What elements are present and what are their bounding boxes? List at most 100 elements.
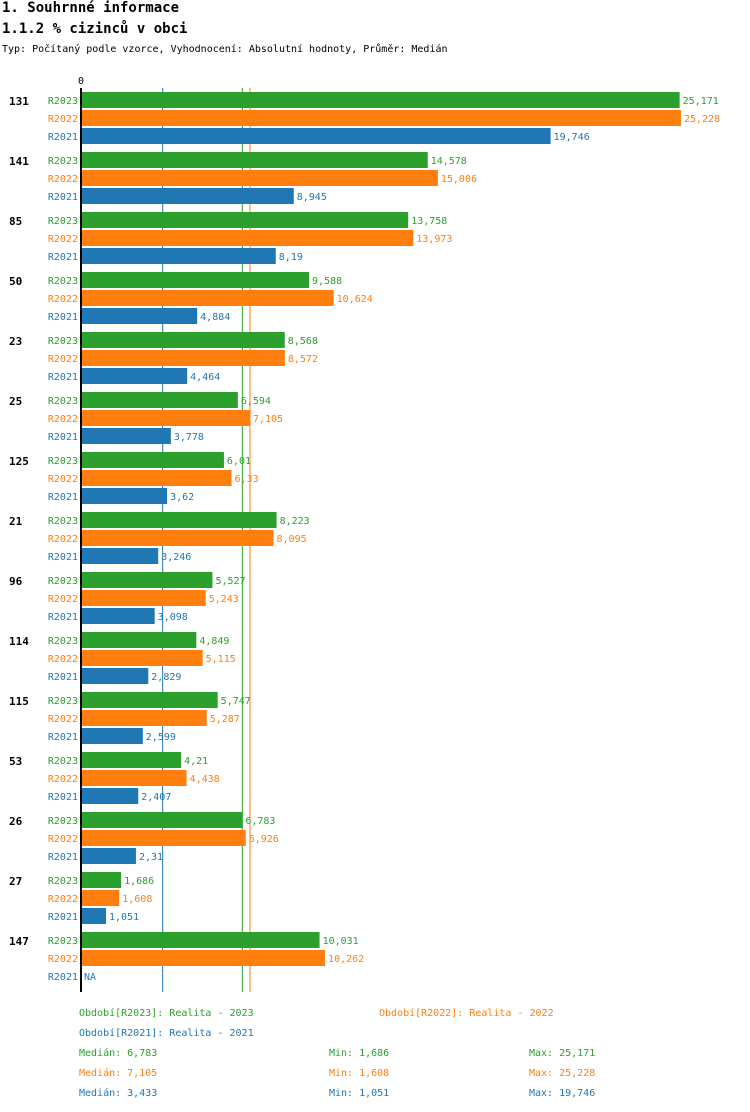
stat-max-r2023: Max: 25,171 (529, 1048, 596, 1059)
series-label: R2023 (48, 336, 78, 347)
category-label: 147 (9, 935, 29, 948)
bar (81, 230, 414, 246)
category-label: 131 (9, 95, 29, 108)
value-label: 5,287 (210, 714, 240, 725)
series-label: R2023 (48, 156, 78, 167)
series-label: R2022 (48, 894, 78, 905)
series-label: R2022 (48, 354, 78, 365)
series-label: R2021 (48, 912, 78, 923)
page-title: 1. Souhrnné informace (2, 0, 180, 16)
series-label: R2022 (48, 654, 78, 665)
category-label: 50 (9, 275, 22, 288)
series-label: R2022 (48, 414, 78, 425)
series-label: R2022 (48, 774, 78, 785)
series-label: R2021 (48, 972, 78, 983)
bar (81, 332, 285, 348)
value-label: 2,829 (151, 672, 181, 683)
value-label: 5,243 (209, 594, 239, 605)
series-label: R2021 (48, 852, 78, 863)
stat-median-r2022: Medián: 7,105 (79, 1068, 158, 1079)
series-label: R2023 (48, 516, 78, 527)
value-label: 8,572 (288, 354, 318, 365)
bar (81, 728, 143, 744)
series-label: R2023 (48, 276, 78, 287)
value-label: 5,747 (221, 696, 251, 707)
value-label: 3,098 (158, 612, 188, 623)
bar (81, 152, 428, 168)
bar (81, 368, 188, 384)
series-label: R2022 (48, 954, 78, 965)
value-label: 6,594 (241, 396, 271, 407)
category-label: 125 (9, 455, 29, 468)
bar (81, 428, 171, 444)
category-label: 96 (9, 575, 23, 588)
series-label: R2021 (48, 252, 78, 263)
value-label: 10,624 (337, 294, 373, 305)
value-label: 6,33 (235, 474, 259, 485)
stat-median-r2023: Medián: 6,783 (79, 1048, 158, 1059)
value-label: 6,783 (245, 816, 275, 827)
value-label: 1,051 (109, 912, 139, 923)
bar (81, 890, 120, 906)
series-label: R2021 (48, 672, 78, 683)
bar (81, 608, 155, 624)
bar (81, 272, 310, 288)
bar (81, 788, 139, 804)
series-label: R2023 (48, 396, 78, 407)
value-label: 6,926 (249, 834, 279, 845)
stat-min-r2021: Min: 1,051 (329, 1088, 390, 1099)
value-label: 8,223 (280, 516, 310, 527)
bar (81, 932, 320, 948)
series-label: R2022 (48, 834, 78, 845)
bar (81, 950, 326, 966)
value-label: 13,973 (416, 234, 452, 245)
bar (81, 248, 276, 264)
bar (81, 692, 218, 708)
value-label: 10,262 (328, 954, 364, 965)
value-label: 25,228 (684, 114, 720, 125)
bar (81, 908, 106, 924)
bar (81, 290, 334, 306)
value-label: 3,778 (174, 432, 204, 443)
series-label: R2023 (48, 216, 78, 227)
series-label: R2022 (48, 714, 78, 725)
category-label: 23 (9, 335, 22, 348)
bar (81, 392, 238, 408)
stat-median-r2021: Medián: 3,433 (79, 1088, 158, 1099)
bar (81, 170, 438, 186)
series-label: R2021 (48, 192, 78, 203)
bar (81, 668, 149, 684)
value-label: 2,31 (139, 852, 163, 863)
bar (81, 752, 182, 768)
bar (81, 812, 243, 828)
value-label: 1,686 (124, 876, 154, 887)
series-label: R2023 (48, 876, 78, 887)
value-label: 8,19 (279, 252, 303, 263)
value-label: 4,464 (190, 372, 220, 383)
series-label: R2023 (48, 636, 78, 647)
stat-min-r2023: Min: 1,686 (329, 1048, 390, 1059)
series-label: R2021 (48, 372, 78, 383)
series-label: R2021 (48, 552, 78, 563)
value-label: 4,438 (190, 774, 220, 785)
value-label: 5,527 (215, 576, 245, 587)
bar (81, 632, 197, 648)
value-label: 8,945 (297, 192, 327, 203)
bar (81, 308, 198, 324)
series-label: R2023 (48, 936, 78, 947)
series-label: R2022 (48, 534, 78, 545)
bar (81, 470, 232, 486)
bar (81, 572, 213, 588)
category-label: 26 (9, 815, 23, 828)
series-label: R2022 (48, 594, 78, 605)
stat-min-r2022: Min: 1,608 (329, 1068, 390, 1079)
bar (81, 770, 187, 786)
category-label: 27 (9, 875, 22, 888)
bar (81, 872, 122, 888)
value-label: 8,095 (277, 534, 307, 545)
legend-r2022: Období[R2022]: Realita - 2022 (379, 1008, 554, 1019)
value-label: 9,588 (312, 276, 342, 287)
series-label: R2021 (48, 612, 78, 623)
series-label: R2021 (48, 312, 78, 323)
series-label: R2021 (48, 432, 78, 443)
